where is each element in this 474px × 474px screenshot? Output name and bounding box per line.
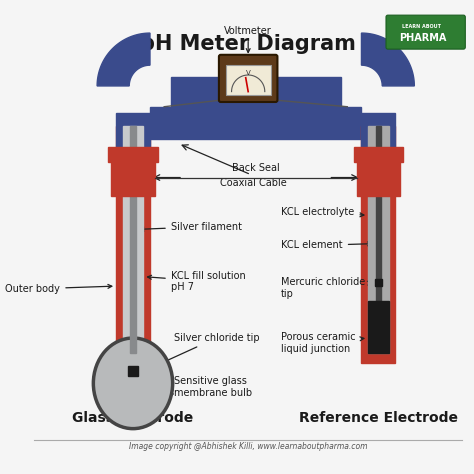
Text: Glass Electrode: Glass Electrode [73, 411, 193, 425]
Bar [362, 126, 395, 363]
Bar [357, 159, 400, 196]
Bar [374, 279, 382, 286]
Text: Mercuric chloride
tip: Mercuric chloride tip [281, 277, 372, 299]
Text: Silver filament: Silver filament [140, 222, 242, 232]
Text: Outer body: Outer body [5, 284, 112, 294]
Text: Image copyright @Abhishek Killi, www.learnaboutpharma.com: Image copyright @Abhishek Killi, www.lea… [129, 442, 367, 451]
Polygon shape [97, 33, 150, 86]
Text: Sensitive glass
membrane bulb: Sensitive glass membrane bulb [168, 376, 252, 398]
Bar [362, 113, 395, 159]
Bar [368, 126, 389, 353]
Text: PHARMA: PHARMA [399, 33, 447, 43]
Bar [171, 76, 341, 109]
Bar [116, 126, 150, 363]
Bar [368, 301, 389, 353]
Bar [123, 126, 143, 353]
Bar [109, 147, 157, 163]
Text: KCL electrolyte: KCL electrolyte [281, 208, 364, 218]
Bar [150, 107, 362, 139]
Bar [375, 126, 381, 306]
Text: Porous ceramic
liquid junction: Porous ceramic liquid junction [281, 332, 364, 354]
Bar [128, 366, 138, 376]
Text: Coaxial Cable: Coaxial Cable [219, 179, 286, 189]
FancyBboxPatch shape [219, 55, 277, 102]
Polygon shape [362, 33, 414, 86]
FancyBboxPatch shape [386, 15, 465, 49]
Text: KCL element: KCL element [281, 240, 372, 250]
Ellipse shape [93, 338, 173, 428]
Text: KCL fill solution
pH 7: KCL fill solution pH 7 [147, 271, 246, 292]
Text: LEARN ABOUT: LEARN ABOUT [402, 24, 441, 28]
Text: V: V [246, 70, 251, 76]
Bar [354, 147, 403, 163]
Text: Back Seal: Back Seal [232, 163, 280, 173]
Text: Silver chloride tip: Silver chloride tip [142, 333, 259, 372]
Bar [226, 65, 271, 95]
Text: Reference Electrode: Reference Electrode [299, 411, 458, 425]
Text: Voltmeter: Voltmeter [224, 26, 272, 53]
Bar [130, 126, 136, 353]
Bar [111, 159, 155, 196]
Bar [116, 113, 150, 159]
Text: pH Meter Diagram: pH Meter Diagram [140, 34, 356, 54]
